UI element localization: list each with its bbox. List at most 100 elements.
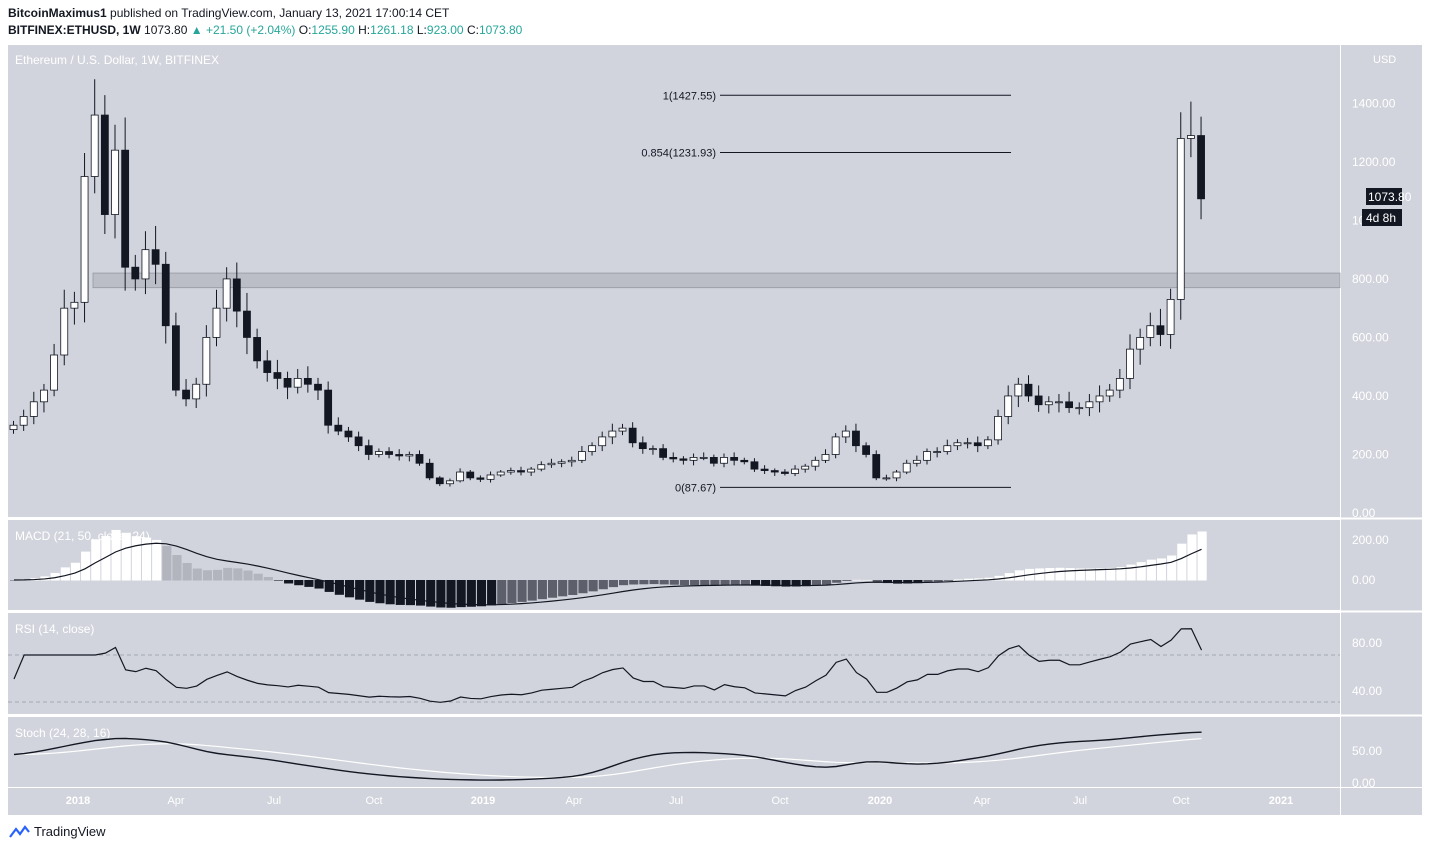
candle[interactable]	[740, 459, 749, 463]
candle[interactable]	[801, 465, 810, 470]
tradingview-logo[interactable]: TradingView	[8, 824, 106, 839]
candle[interactable]	[862, 445, 870, 455]
candle[interactable]	[1136, 337, 1145, 350]
candle[interactable]	[182, 389, 190, 400]
rsi-pane[interactable]	[8, 613, 1340, 714]
candle[interactable]	[385, 451, 393, 455]
candle[interactable]	[811, 459, 820, 467]
candle[interactable]	[364, 445, 373, 455]
candle[interactable]	[1156, 325, 1165, 335]
candle[interactable]	[324, 389, 333, 426]
candle[interactable]	[1065, 401, 1073, 409]
candle[interactable]	[527, 468, 536, 473]
candle[interactable]	[984, 439, 992, 447]
candle[interactable]	[80, 176, 89, 303]
candle[interactable]	[933, 451, 942, 453]
candle[interactable]	[872, 454, 881, 479]
fib-retracement[interactable]: 1(1427.55) 0.854(1231.93) 0(87.67)	[641, 90, 1011, 494]
candle[interactable]	[273, 372, 282, 379]
candle[interactable]	[283, 378, 292, 388]
candle[interactable]	[730, 457, 739, 461]
candle[interactable]	[253, 337, 262, 362]
candle[interactable]	[435, 477, 444, 485]
candle[interactable]	[618, 427, 627, 432]
candle[interactable]	[852, 430, 860, 447]
candle[interactable]	[456, 471, 465, 482]
candle[interactable]	[111, 149, 119, 215]
candle[interactable]	[567, 459, 576, 463]
candle[interactable]	[770, 470, 779, 473]
candle[interactable]	[466, 471, 475, 479]
candle[interactable]	[496, 471, 505, 476]
candle[interactable]	[232, 278, 241, 312]
candle[interactable]	[973, 442, 982, 447]
candle[interactable]	[1044, 401, 1053, 406]
candle[interactable]	[1014, 383, 1023, 397]
candle[interactable]	[1004, 395, 1013, 417]
macd-pane[interactable]	[8, 520, 1340, 610]
candle[interactable]	[293, 378, 302, 388]
candle[interactable]	[781, 471, 789, 474]
candle[interactable]	[425, 462, 434, 479]
resistance-zone[interactable]	[92, 272, 1341, 289]
candle[interactable]	[131, 266, 140, 280]
candle[interactable]	[912, 459, 921, 464]
candle[interactable]	[953, 442, 962, 447]
candle[interactable]	[1105, 389, 1114, 397]
candle[interactable]	[699, 457, 708, 459]
candle[interactable]	[892, 471, 901, 479]
candle[interactable]	[841, 430, 850, 438]
candle[interactable]	[628, 427, 637, 444]
candle[interactable]	[70, 301, 79, 309]
candle[interactable]	[537, 464, 546, 470]
candle[interactable]	[649, 448, 657, 451]
candle[interactable]	[1055, 401, 1063, 404]
candle[interactable]	[578, 451, 586, 461]
candle[interactable]	[29, 401, 38, 417]
candle[interactable]	[506, 470, 515, 473]
candle[interactable]	[19, 416, 28, 426]
candle[interactable]	[1187, 135, 1195, 139]
candle[interactable]	[608, 430, 617, 438]
candle[interactable]	[1176, 138, 1185, 300]
candle[interactable]	[1146, 325, 1155, 338]
candle[interactable]	[100, 114, 109, 215]
candle[interactable]	[50, 354, 58, 391]
candle[interactable]	[831, 436, 840, 455]
candle[interactable]	[1115, 378, 1124, 391]
candle[interactable]	[517, 470, 525, 473]
candle[interactable]	[405, 454, 414, 457]
candle[interactable]	[821, 454, 830, 461]
candle[interactable]	[1126, 348, 1134, 379]
candle[interactable]	[212, 307, 221, 338]
candle[interactable]	[40, 389, 48, 403]
author-name[interactable]: BitcoinMaximus1	[8, 6, 107, 20]
candle[interactable]	[243, 310, 251, 338]
candle[interactable]	[709, 457, 718, 464]
candle[interactable]	[547, 462, 556, 466]
candle[interactable]	[994, 416, 1002, 441]
price-axis-bg[interactable]	[1341, 45, 1422, 787]
candle[interactable]	[669, 457, 678, 460]
candle[interactable]	[486, 474, 495, 480]
candle[interactable]	[202, 337, 211, 385]
candle[interactable]	[171, 325, 180, 391]
candle[interactable]	[760, 468, 769, 471]
candle[interactable]	[374, 451, 383, 455]
candle[interactable]	[1034, 395, 1043, 406]
candle[interactable]	[659, 448, 667, 458]
candle[interactable]	[791, 468, 799, 474]
candle[interactable]	[1075, 407, 1084, 410]
candle[interactable]	[151, 249, 160, 265]
candle[interactable]	[902, 462, 911, 473]
candle[interactable]	[161, 263, 170, 327]
candle[interactable]	[689, 457, 698, 461]
candle[interactable]	[415, 454, 424, 464]
candle[interactable]	[1095, 395, 1104, 403]
candle[interactable]	[588, 445, 596, 452]
candle[interactable]	[882, 477, 891, 480]
time-axis-bg[interactable]	[8, 788, 1422, 815]
candle[interactable]	[344, 430, 353, 438]
candle[interactable]	[263, 360, 272, 373]
